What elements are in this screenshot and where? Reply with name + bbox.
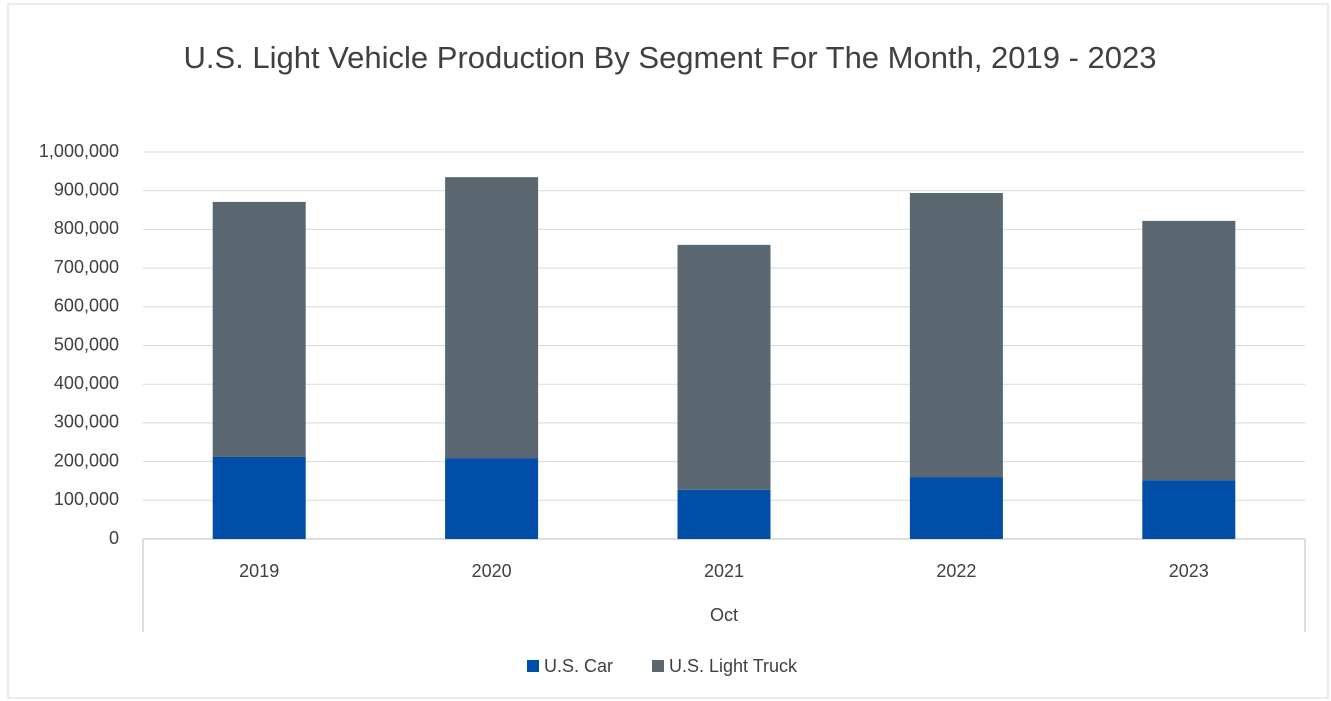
legend-label: U.S. Car xyxy=(544,656,613,676)
y-tick-label: 0 xyxy=(109,528,119,548)
y-tick-label: 900,000 xyxy=(54,179,119,199)
bar-segment xyxy=(677,489,771,539)
chart-title: U.S. Light Vehicle Production By Segment… xyxy=(183,40,1157,75)
legend-swatch xyxy=(527,660,539,672)
y-tick-label: 400,000 xyxy=(54,373,119,393)
x-tick-label: 2023 xyxy=(1169,561,1209,581)
y-tick-label: 200,000 xyxy=(54,450,119,470)
bar-segment xyxy=(445,458,539,539)
x-tick-label: 2022 xyxy=(936,561,976,581)
y-tick-label: 600,000 xyxy=(54,296,119,316)
x-tick-label: 2021 xyxy=(704,561,744,581)
y-tick-label: 700,000 xyxy=(54,257,119,277)
legend-label: U.S. Light Truck xyxy=(669,656,798,676)
bar-segment xyxy=(677,244,771,490)
x-group-label: Oct xyxy=(710,605,738,625)
chart-border xyxy=(7,3,1329,699)
bar-segment xyxy=(1142,220,1236,481)
y-tick-label: 1,000,000 xyxy=(39,141,119,161)
y-tick-label: 500,000 xyxy=(54,334,119,354)
y-tick-label: 300,000 xyxy=(54,412,119,432)
legend-swatch xyxy=(652,660,664,672)
x-tick-label: 2019 xyxy=(239,561,279,581)
bar-segment xyxy=(909,477,1003,539)
y-tick-label: 800,000 xyxy=(54,218,119,238)
bar-segment xyxy=(212,456,306,539)
y-tick-label: 100,000 xyxy=(54,489,119,509)
bar-segment xyxy=(445,177,539,459)
x-tick-label: 2020 xyxy=(472,561,512,581)
bar-segment xyxy=(1142,480,1236,539)
bar-segment xyxy=(212,201,306,457)
bar-segment xyxy=(909,193,1003,478)
